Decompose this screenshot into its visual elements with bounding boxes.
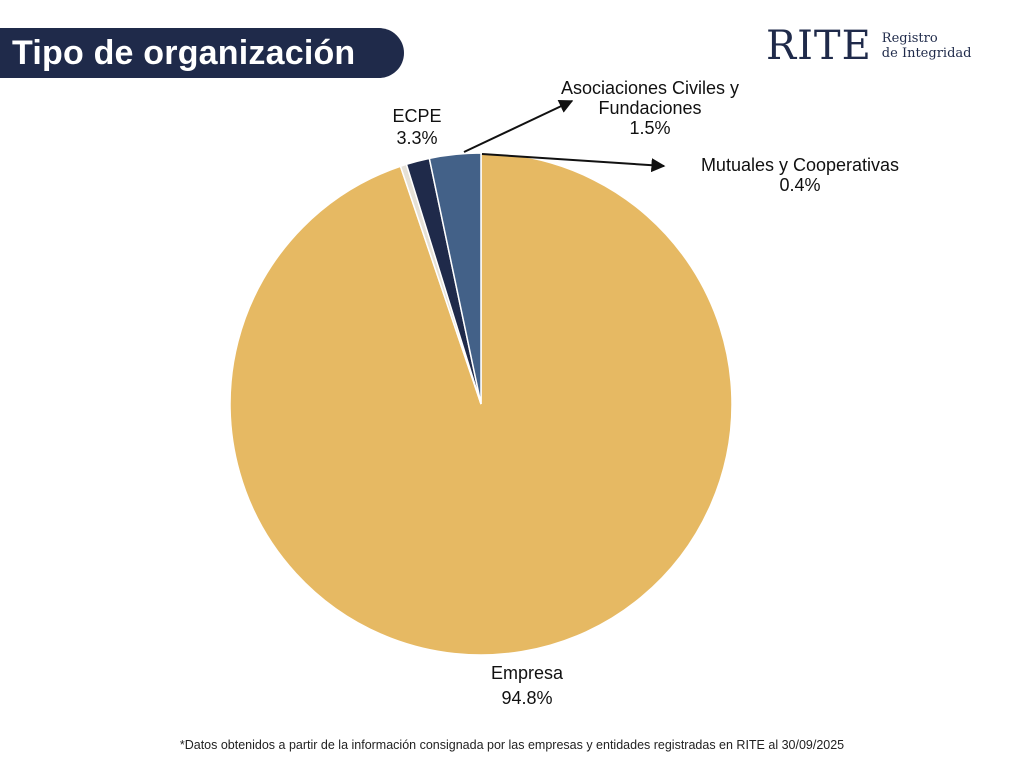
empresa-label-name: Empresa bbox=[490, 663, 564, 683]
logo-subtitle: Registro de Integridad bbox=[882, 31, 972, 61]
asociaciones-label-line1: Asociaciones Civiles y bbox=[560, 78, 740, 98]
asociaciones-label-value: 1.5% bbox=[629, 118, 671, 138]
logo-mark: RITE bbox=[766, 23, 872, 69]
empresa-label: Empresa 94.8% bbox=[457, 663, 597, 708]
asociaciones-leader-arrow bbox=[463, 100, 574, 153]
asociaciones-label-line2: Fundaciones bbox=[598, 98, 702, 118]
mutuales-label-value: 0.4% bbox=[779, 175, 821, 195]
mutuales-label: Mutuales y Cooperativas 0.4% bbox=[670, 155, 930, 195]
pie-slice-ecpe bbox=[428, 152, 482, 405]
title-banner: Tipo de organización bbox=[0, 28, 404, 78]
ecpe-label-value: 3.3% bbox=[396, 128, 438, 148]
page-title: Tipo de organización bbox=[12, 33, 356, 72]
ecpe-label-name: ECPE bbox=[392, 106, 442, 126]
logo-subtitle-line2: de Integridad bbox=[881, 46, 972, 61]
asociaciones-label: Asociaciones Civiles y Fundaciones 1.5% bbox=[530, 78, 770, 138]
logo-subtitle-line1: Registro bbox=[881, 31, 938, 46]
mutuales-label-name: Mutuales y Cooperativas bbox=[700, 155, 900, 175]
rite-logo: RITE Registro de Integridad bbox=[766, 26, 971, 66]
ecpe-label: ECPE 3.3% bbox=[367, 106, 467, 148]
empresa-label-value: 94.8% bbox=[501, 688, 553, 708]
footnote: *Datos obtenidos a partir de la informac… bbox=[179, 738, 845, 752]
mutuales-leader-arrow bbox=[481, 153, 666, 173]
